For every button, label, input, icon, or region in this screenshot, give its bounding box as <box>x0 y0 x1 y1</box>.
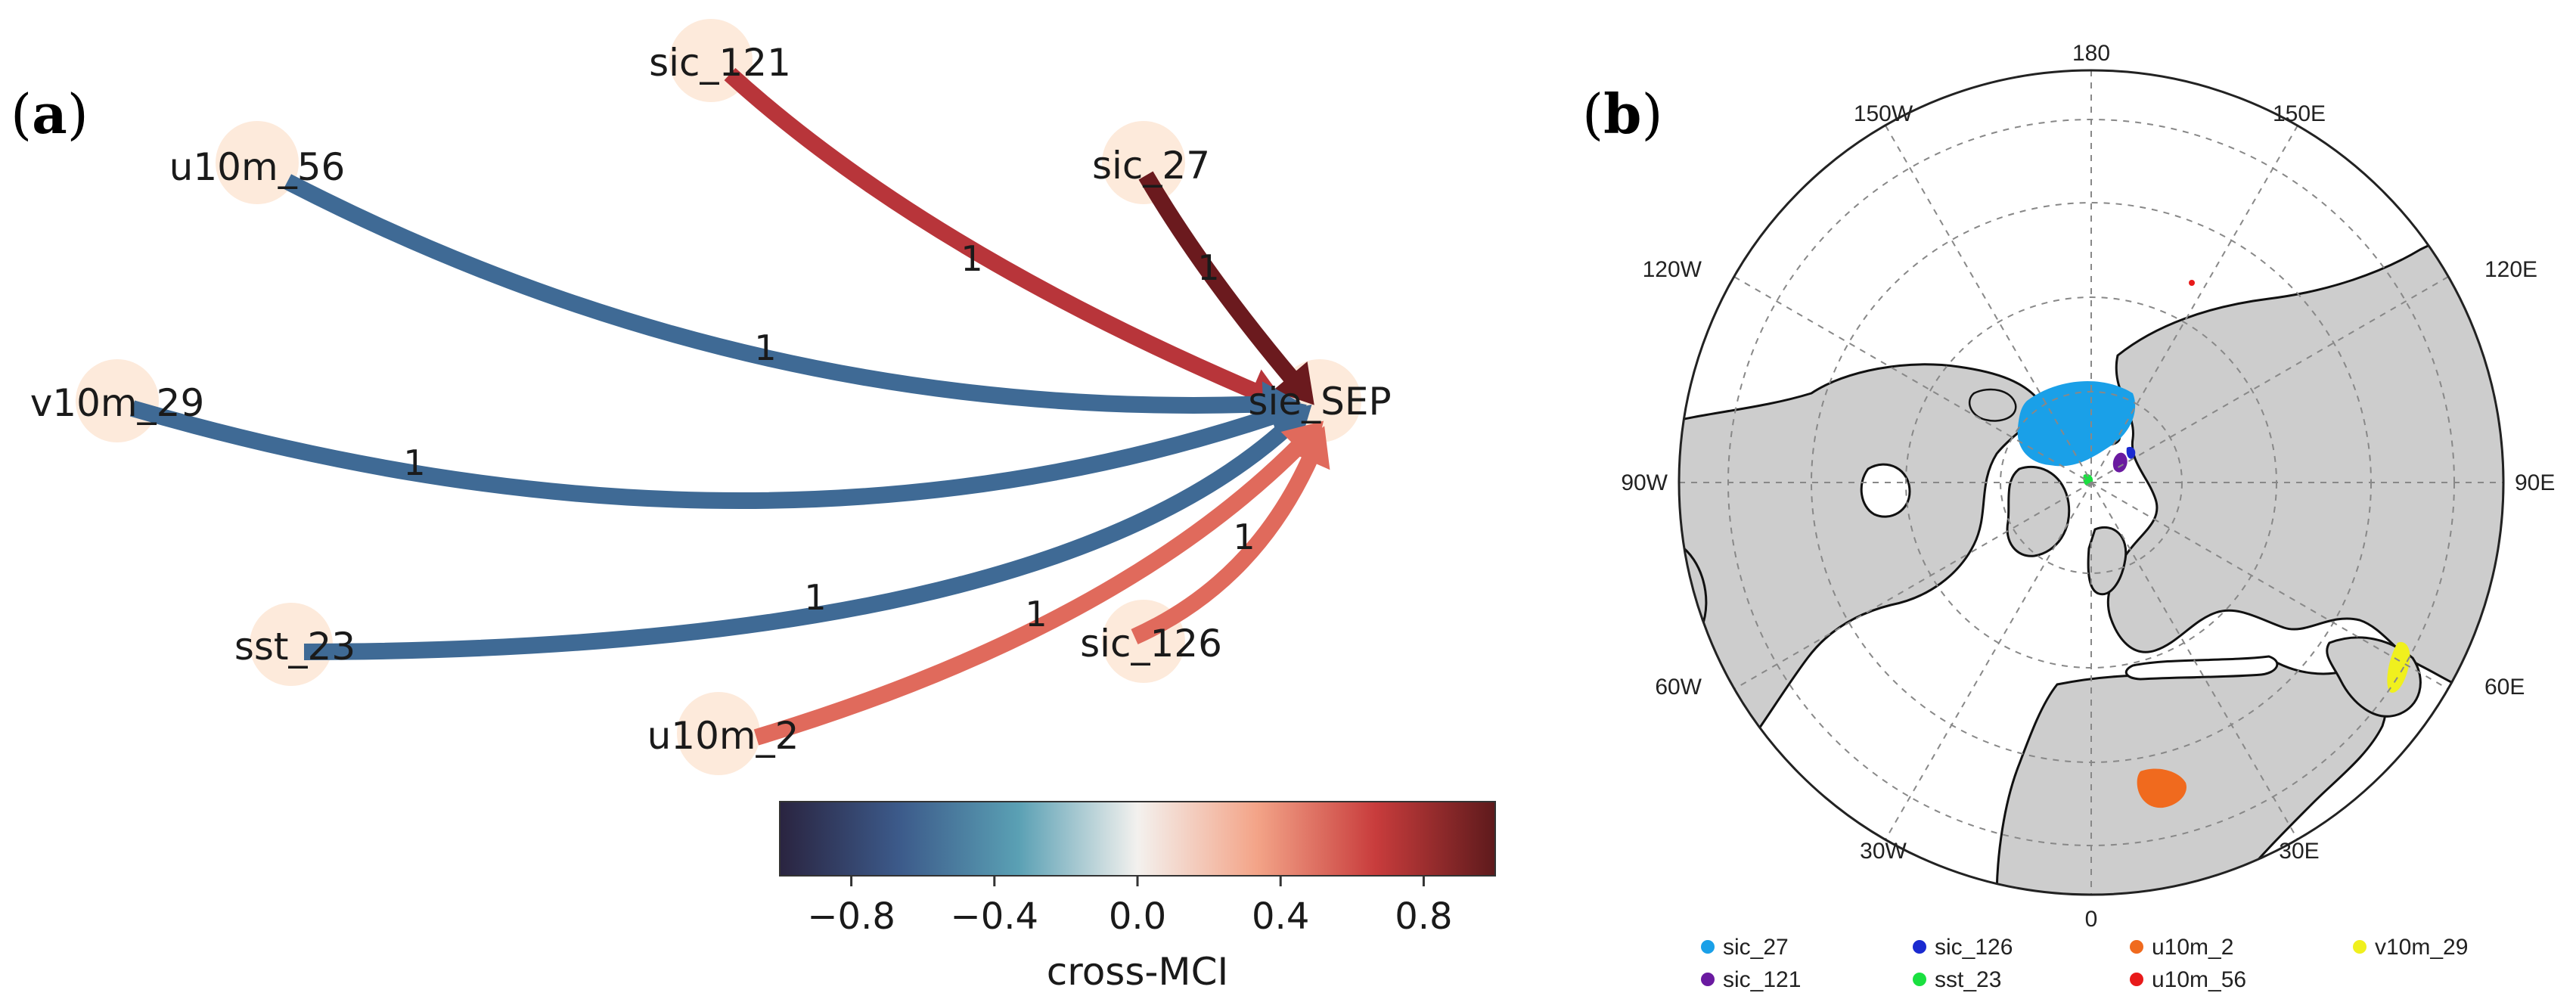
lon-label-30e: 30E <box>2279 839 2319 864</box>
legend-marker-u10m-56 <box>2130 973 2143 986</box>
node-label-sic-121: sic_121 <box>649 41 791 85</box>
legend-label-sic-27: sic_27 <box>1723 935 1789 960</box>
colorbar-tick-label: 0.0 <box>1109 895 1166 938</box>
edge-sic-126 <box>1131 450 1321 645</box>
edge-v10m-29 <box>129 400 1281 509</box>
legend-marker-v10m-29 <box>2353 940 2367 954</box>
legend-label-u10m-56: u10m_56 <box>2152 967 2246 992</box>
legend-label-sic-126: sic_126 <box>1935 935 2013 960</box>
node-label-u10m-2: u10m_2 <box>647 714 799 758</box>
colorbar-tick-label: −0.4 <box>951 895 1039 938</box>
legend-label-v10m-29: v10m_29 <box>2375 935 2468 960</box>
legend-marker-u10m-2 <box>2130 940 2143 954</box>
edge-label-sic-27: 1 <box>1197 247 1219 288</box>
node-halo-u10m-56 <box>216 121 299 204</box>
land-arctic-islands <box>1968 388 2017 422</box>
land-masses <box>1679 229 2503 895</box>
node-halo-u10m-2 <box>677 692 760 775</box>
lon-label-bottom: 0 <box>2085 907 2098 932</box>
edge-sst-23 <box>303 418 1296 660</box>
edge-label-u10m-2: 1 <box>1025 594 1047 635</box>
edge-label-sst-23: 1 <box>804 577 826 618</box>
edge-u10m-56 <box>283 174 1271 414</box>
node-halo-sic-27 <box>1102 121 1185 204</box>
panel-a-tag: (a) <box>11 82 88 146</box>
lon-label-top: 180 <box>2072 41 2110 66</box>
node-label-sie-SEP: sie_SEP <box>1248 380 1391 424</box>
land-scandinavia <box>2087 526 2128 596</box>
colorbar-tick-label: 0.8 <box>1395 895 1452 938</box>
region-sic-27 <box>2017 380 2136 467</box>
lon-label-120w: 120W <box>1643 257 1702 282</box>
node-label-sic-27: sic_27 <box>1092 144 1210 188</box>
colorbar-tick-label: −0.8 <box>807 895 895 938</box>
legend-marker-sic-126 <box>1913 940 1926 954</box>
edge-label-sic-126: 1 <box>1233 517 1255 557</box>
water-mediterranean <box>2124 655 2279 681</box>
lon-label-60w: 60W <box>1655 675 1702 700</box>
node-label-v10m-29: v10m_29 <box>30 381 205 425</box>
node-halo-sst-23 <box>250 603 333 686</box>
edge-label-sic-121: 1 <box>961 238 982 279</box>
lon-label-30w: 30W <box>1860 839 1907 864</box>
region-v10m-29 <box>2387 642 2410 693</box>
node-labels: sic_121 u10m_56 sic_27 v10m_29 sst_23 sic_126… <box>30 41 1392 758</box>
region-u10m-2 <box>2137 768 2186 808</box>
lon-label-right: 90E <box>2515 470 2555 495</box>
map-legend: sic_27 sic_126 u10m_2 v10m_29 sic_121 sst_23 u… <box>1701 935 2468 992</box>
edge-label-u10m-56: 1 <box>754 327 776 368</box>
legend-label-sst-23: sst_23 <box>1935 967 2001 992</box>
edges <box>129 67 1330 746</box>
edge-arrowhead-sic-126 <box>1288 426 1330 470</box>
land-greenland <box>2006 465 2071 557</box>
colorbar-gradient <box>779 801 1496 877</box>
panel-b-tag: (b) <box>1582 82 1663 146</box>
land-eurasia <box>2106 229 2503 699</box>
node-halo-v10m-29 <box>76 359 159 442</box>
longitude-labels: 180 0 90W 90E 150W 150E 120W 120E 60W 60… <box>1621 41 2555 932</box>
region-sic-121 <box>2112 452 2128 473</box>
colorbar: −0.8 −0.4 0.0 0.4 0.8 cross-MCI <box>779 801 1496 994</box>
polar-globe <box>1678 69 2505 896</box>
colorbar-tick-label: 0.4 <box>1252 895 1309 938</box>
lon-label-150e: 150E <box>2273 101 2326 126</box>
panel-b-map: (b) <box>1582 41 2555 992</box>
land-africa <box>1995 656 2388 895</box>
node-label-sst-23: sst_23 <box>234 625 355 669</box>
region-u10m-56 <box>2189 280 2195 286</box>
legend-marker-sic-121 <box>1701 973 1715 986</box>
edge-sic-27 <box>1138 171 1302 388</box>
lon-label-60e: 60E <box>2484 675 2525 700</box>
highlight-regions <box>2017 280 2410 808</box>
colorbar-ticks: −0.8 −0.4 0.0 0.4 0.8 <box>807 876 1453 938</box>
legend-label-sic-121: sic_121 <box>1723 967 1801 992</box>
lon-label-left: 90W <box>1621 470 1668 495</box>
region-sic-126 <box>2126 446 2136 459</box>
graticule <box>1679 70 2503 895</box>
node-label-sic-126: sic_126 <box>1080 622 1222 666</box>
legend-label-u10m-2: u10m_2 <box>2152 935 2233 960</box>
legend-marker-sic-27 <box>1701 940 1715 954</box>
lon-label-150w: 150W <box>1854 101 1913 126</box>
colorbar-title: cross-MCI <box>1047 950 1228 994</box>
node-label-u10m-56: u10m_56 <box>169 145 346 189</box>
edge-label-v10m-29: 1 <box>403 442 425 483</box>
edge-sic-121 <box>724 67 1263 402</box>
edge-labels: 1 1 1 1 1 1 1 <box>403 238 1255 635</box>
edge-u10m-2 <box>753 436 1308 746</box>
water-hudson-bay <box>1860 463 1911 518</box>
legend-marker-sst-23 <box>1913 973 1926 986</box>
lon-label-120e: 120E <box>2484 257 2537 282</box>
